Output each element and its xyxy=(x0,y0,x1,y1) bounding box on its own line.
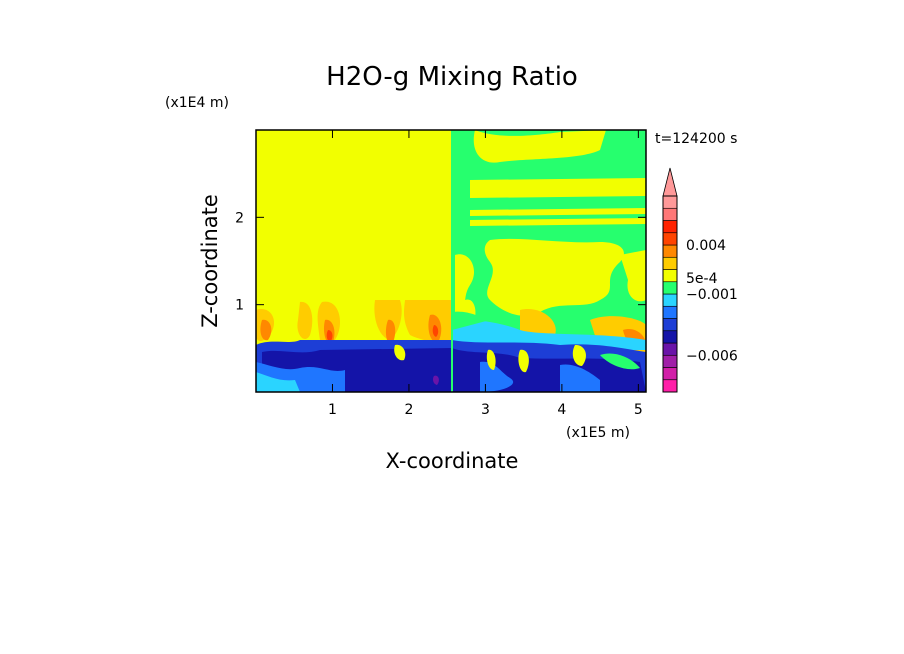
x-axis-ticks: 1 2 3 4 5 xyxy=(328,130,643,418)
colorbar-swatch xyxy=(662,293,678,307)
colorbar-swatch xyxy=(662,195,678,209)
colorbar-swatch xyxy=(662,379,678,393)
y-tick-label: 2 xyxy=(235,210,244,226)
plume-field xyxy=(256,300,646,362)
colorbar-tick-label: −0.001 xyxy=(686,287,738,303)
colorbar-extend-arrow xyxy=(662,167,678,197)
x-axis-label: X-coordinate xyxy=(386,449,519,473)
plot-frame xyxy=(255,129,647,393)
x-tick-label: 2 xyxy=(404,402,413,418)
colorbar-swatch xyxy=(662,220,678,234)
colorbar-swatch xyxy=(662,330,678,344)
colorbar-tick-label: 0.004 xyxy=(686,238,726,254)
y-tick-label: 1 xyxy=(235,298,244,314)
colorbar-swatch xyxy=(662,281,678,295)
y-axis-label: Z-coordinate xyxy=(198,194,222,328)
x-tick-label: 4 xyxy=(557,402,566,418)
colorbar-swatch xyxy=(662,305,678,319)
colorbar-frame xyxy=(662,195,678,393)
colorbar-swatch xyxy=(662,269,678,283)
lower-layer-field xyxy=(256,340,646,392)
colorbar-tick-label: 5e-4 xyxy=(686,271,718,287)
colorbar-swatch xyxy=(662,367,678,381)
x-unit-label: (x1E5 m) xyxy=(566,425,630,441)
colorbar-swatch xyxy=(662,244,678,258)
colorbar-swatch xyxy=(662,232,678,246)
x-tick-label: 3 xyxy=(481,402,490,418)
time-label: t=124200 s xyxy=(655,131,737,147)
plot-area xyxy=(256,130,646,392)
chart-title: H2O-g Mixing Ratio xyxy=(326,62,578,92)
colorbar-swatch xyxy=(662,342,678,356)
colorbar-tick-label: −0.006 xyxy=(686,348,738,364)
colorbar: 0.004 5e-4−0.001 −0.006 xyxy=(662,167,738,393)
colorbar-swatch xyxy=(662,207,678,221)
colorbar-swatch xyxy=(662,318,678,332)
x-tick-label: 1 xyxy=(328,402,337,418)
colorbar-swatch xyxy=(662,354,678,368)
y-unit-label: (x1E4 m) xyxy=(165,95,229,111)
colorbar-swatch xyxy=(662,256,678,270)
y-axis-ticks: 12 xyxy=(235,210,646,314)
x-tick-label: 5 xyxy=(634,402,643,418)
